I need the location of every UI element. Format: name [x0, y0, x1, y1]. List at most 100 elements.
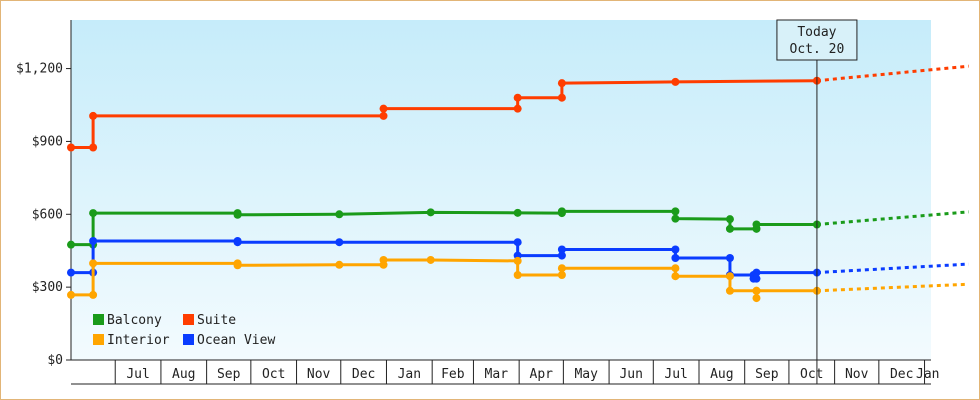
legend-swatch	[183, 314, 194, 325]
x-month-label: Dec	[890, 367, 913, 382]
data-point	[557, 93, 566, 102]
data-point	[513, 238, 522, 247]
x-month-label: Jun	[619, 367, 642, 382]
x-month-label: Sep	[217, 367, 241, 382]
x-month-label: Jan	[916, 367, 939, 382]
x-month-label: Dec	[352, 367, 375, 382]
today-label: Today	[797, 25, 836, 40]
data-point	[67, 290, 75, 299]
legend: Balcony Suite Interior Ocean View	[93, 313, 275, 348]
legend-label: Suite	[197, 313, 236, 328]
series-projection	[816, 282, 969, 293]
data-point	[89, 111, 98, 120]
data-point	[725, 215, 734, 224]
data-point	[671, 245, 680, 254]
data-point	[426, 208, 435, 217]
data-point	[752, 274, 761, 283]
data-point	[557, 79, 566, 88]
data-point	[379, 111, 388, 120]
data-point	[557, 207, 566, 216]
data-point	[752, 220, 761, 229]
data-point	[671, 77, 680, 86]
x-month-label: Nov	[845, 367, 869, 382]
data-point	[752, 294, 761, 303]
data-point	[335, 238, 344, 247]
x-month-label: Jul	[664, 367, 687, 382]
data-point	[335, 210, 344, 219]
series-projection	[816, 262, 969, 275]
y-tick-label: $0	[47, 353, 63, 368]
data-point	[513, 271, 522, 279]
legend-swatch	[93, 334, 104, 345]
data-point	[671, 254, 680, 262]
legend-item: Interior	[93, 333, 170, 348]
data-point	[557, 251, 566, 260]
data-point	[233, 210, 242, 219]
data-point	[513, 208, 522, 217]
data-point	[335, 260, 344, 269]
data-point	[557, 271, 566, 279]
data-point	[379, 104, 388, 113]
today-marker: Today Oct. 20	[776, 19, 858, 384]
legend-item: Suite	[183, 313, 236, 328]
x-month-label: Aug	[710, 367, 733, 382]
data-point	[513, 93, 522, 102]
data-point	[725, 254, 734, 262]
legend-label: Interior	[107, 333, 170, 348]
data-point	[671, 272, 680, 281]
data-point	[752, 286, 761, 295]
y-axis: $0 $300 $600 $900 $1,200	[16, 20, 72, 368]
series-suite	[67, 64, 969, 152]
data-point	[725, 224, 734, 233]
series-interior	[67, 255, 969, 303]
data-point	[513, 104, 522, 113]
x-month-label: Aug	[172, 367, 195, 382]
data-point	[725, 286, 734, 295]
y-tick-label: $300	[32, 280, 63, 295]
data-point	[557, 264, 566, 273]
series-balcony	[67, 207, 969, 249]
data-point	[671, 264, 680, 273]
today-box	[776, 19, 858, 61]
x-month-label: Oct	[800, 367, 823, 382]
x-axis: Jul Aug Sep Oct Nov Dec Jan Feb Mar Apr May Jun Jul A…	[71, 359, 940, 385]
legend-label: Balcony	[107, 313, 162, 328]
data-point	[513, 256, 522, 265]
legend-item: Ocean View	[183, 333, 275, 348]
data-point	[725, 272, 734, 281]
data-point	[89, 143, 98, 152]
series-projection	[816, 64, 969, 83]
data-point	[89, 209, 98, 218]
legend-swatch	[93, 314, 104, 325]
data-point	[67, 240, 75, 249]
x-month-label: Nov	[307, 367, 331, 382]
data-point	[89, 259, 98, 268]
x-month-label: Jan	[398, 367, 421, 382]
legend-label: Ocean View	[197, 333, 275, 348]
x-month-label: Mar	[485, 367, 509, 382]
data-point	[233, 238, 242, 247]
data-point	[557, 245, 566, 254]
series-layer	[67, 64, 969, 303]
plot-area	[71, 20, 931, 360]
x-month-label: Apr	[530, 367, 554, 382]
y-tick-label: $600	[32, 207, 63, 222]
x-month-label: Oct	[262, 367, 285, 382]
data-point	[233, 261, 242, 270]
y-tick-label: $900	[32, 134, 63, 149]
x-month-label: Jul	[126, 367, 149, 382]
data-point	[671, 207, 680, 216]
legend-item: Balcony	[93, 313, 162, 328]
data-point	[89, 237, 98, 245]
data-point	[67, 143, 75, 152]
legend-swatch	[183, 334, 194, 345]
data-point	[89, 290, 98, 299]
series-projection	[816, 210, 969, 226]
data-point	[426, 255, 435, 264]
data-point	[752, 268, 761, 277]
x-month-label: Feb	[441, 367, 465, 382]
data-point	[379, 255, 388, 264]
data-point	[67, 268, 75, 277]
y-tick-label: $1,200	[16, 62, 63, 77]
